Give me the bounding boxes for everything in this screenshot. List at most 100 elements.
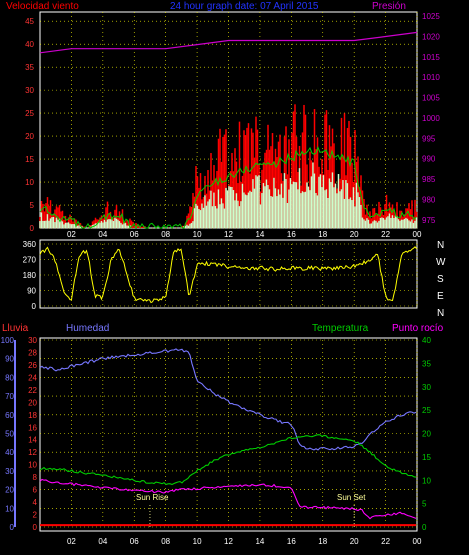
- rain-tick-label: 2: [33, 511, 38, 520]
- wind-tick-label: 5: [30, 201, 35, 210]
- humidity-tick-label: 100: [1, 336, 15, 345]
- wind-tick-label: 20: [25, 132, 34, 141]
- temperature-tick-label: 0: [422, 523, 427, 532]
- temperature-line: [39, 434, 417, 486]
- climate-time-tick-label: 00: [413, 537, 422, 546]
- humidity-tick-label: 20: [5, 486, 14, 495]
- wind-tick-label: 10: [25, 178, 34, 187]
- pressure-tick-label: 990: [422, 155, 436, 164]
- climate-panel-frame: [39, 337, 418, 532]
- climate-time-tick-label: 12: [224, 537, 233, 546]
- pressure-tick-label: 1010: [422, 73, 440, 82]
- direction-tick-label: 90: [27, 287, 36, 296]
- rain-tick-label: 22: [28, 386, 37, 395]
- rain-tick-label: 16: [28, 423, 37, 432]
- time-tick-label: 16: [287, 230, 296, 239]
- rain-tick-label: 20: [28, 398, 37, 407]
- climate-time-tick-label: 06: [130, 537, 139, 546]
- time-tick-label: 00: [413, 230, 422, 239]
- temperature-tick-label: 5: [422, 500, 427, 509]
- direction-tick-label: 360: [23, 240, 37, 249]
- temperature-tick-label: 15: [422, 453, 431, 462]
- time-tick-label: 18: [318, 230, 327, 239]
- wind-tick-label: 0: [30, 224, 35, 233]
- humidity-title: Humedad: [66, 323, 109, 334]
- wind-tick-label: 35: [25, 63, 34, 72]
- temperature-tick-label: 40: [422, 336, 431, 345]
- sunrise-label: Sun Rise: [136, 493, 169, 502]
- wind-tick-label: 30: [25, 86, 34, 95]
- humidity-tick-label: 50: [5, 430, 14, 439]
- rain-tick-label: 26: [28, 361, 37, 370]
- rain-tick-label: 12: [28, 448, 37, 457]
- direction-panel-frame: [39, 239, 418, 309]
- temperature-tick-label: 20: [422, 430, 431, 439]
- humidity-tick-label: 80: [5, 373, 14, 382]
- climate-time-tick-label: 10: [193, 537, 202, 546]
- rain-tick-label: 6: [33, 486, 38, 495]
- compass-n-bottom: N: [437, 308, 444, 319]
- rain-tick-label: 30: [28, 336, 37, 345]
- chart-marks: [14, 31, 418, 527]
- temperature-title: Temperatura: [312, 323, 369, 334]
- humidity-tick-label: 0: [10, 523, 15, 532]
- wind-tick-label: 40: [25, 40, 34, 49]
- rain-tick-label: 18: [28, 411, 37, 420]
- rain-tick-label: 0: [33, 523, 38, 532]
- pressure-line: [39, 31, 418, 54]
- compass-n-top: N: [437, 240, 444, 251]
- compass-w: W: [436, 257, 446, 268]
- rain-tick-label: 10: [28, 461, 37, 470]
- pressure-title: Presión: [372, 1, 406, 12]
- humidity-tick-label: 30: [5, 467, 14, 476]
- time-tick-label: 04: [98, 230, 107, 239]
- dewpoint-title: Punto rocío: [392, 323, 444, 334]
- pressure-tick-label: 1020: [422, 32, 440, 41]
- humidity-tick-label: 70: [5, 392, 14, 401]
- time-tick-label: 10: [193, 230, 202, 239]
- rain-tick-label: 24: [28, 373, 37, 382]
- rain-title: Lluvia: [2, 323, 29, 334]
- time-tick-label: 06: [130, 230, 139, 239]
- pressure-tick-label: 975: [422, 216, 436, 225]
- temperature-tick-label: 10: [422, 476, 431, 485]
- time-tick-label: 14: [255, 230, 264, 239]
- dewpoint-line: [39, 478, 417, 520]
- direction-tick-label: 270: [23, 256, 37, 265]
- wind-tick-label: 45: [25, 17, 34, 26]
- time-tick-label: 02: [67, 230, 76, 239]
- graph-date-title: 24 hour graph date: 07 April 2015: [170, 1, 319, 12]
- time-tick-label: 22: [381, 230, 390, 239]
- compass-s: S: [437, 274, 444, 285]
- time-tick-label: 08: [161, 230, 170, 239]
- humidity-tick-label: 60: [5, 411, 14, 420]
- pressure-tick-label: 1015: [422, 53, 440, 62]
- time-tick-label: 20: [350, 230, 359, 239]
- climate-time-tick-label: 22: [381, 537, 390, 546]
- pressure-tick-label: 985: [422, 175, 436, 184]
- time-tick-label: 12: [224, 230, 233, 239]
- climate-time-tick-label: 08: [161, 537, 170, 546]
- pressure-tick-label: 980: [422, 195, 436, 204]
- grid-lines: [40, 12, 418, 528]
- pressure-tick-label: 1005: [422, 94, 440, 103]
- pressure-tick-label: 1025: [422, 12, 440, 21]
- humidity-tick-label: 90: [5, 355, 14, 364]
- pressure-tick-label: 1000: [422, 114, 440, 123]
- rain-tick-label: 8: [33, 473, 38, 482]
- humidity-tick-label: 40: [5, 448, 14, 457]
- climate-time-tick-label: 18: [318, 537, 327, 546]
- climate-time-tick-label: 20: [350, 537, 359, 546]
- climate-time-tick-label: 02: [67, 537, 76, 546]
- wind-tick-label: 25: [25, 109, 34, 118]
- wind-gust-line: [39, 146, 417, 230]
- humidity-line: [39, 348, 417, 451]
- compass-e: E: [437, 291, 444, 302]
- rain-tick-label: 14: [28, 436, 37, 445]
- sunset-label: Sun Set: [337, 493, 366, 502]
- climate-time-tick-label: 16: [287, 537, 296, 546]
- rain-tick-label: 28: [28, 348, 37, 357]
- humidity-tick-label: 10: [5, 504, 14, 513]
- direction-tick-label: 180: [23, 271, 37, 280]
